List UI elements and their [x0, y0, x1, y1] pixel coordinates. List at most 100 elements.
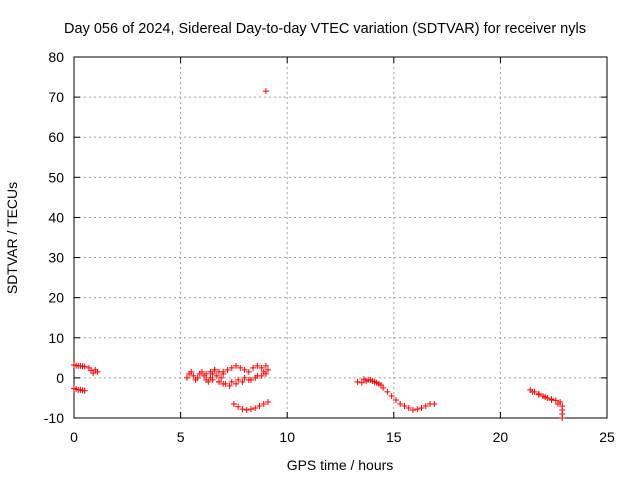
data-point: [233, 380, 240, 387]
y-tick-label: 60: [48, 129, 64, 145]
data-point: [258, 364, 265, 371]
data-point: [239, 406, 246, 413]
data-point: [239, 378, 246, 385]
data-point: [378, 382, 385, 389]
series-arc-4b: [529, 388, 561, 407]
data-point: [254, 362, 261, 369]
data-point: [365, 376, 372, 383]
data-point: [218, 374, 225, 381]
data-points: [71, 88, 566, 421]
y-tick-label: 80: [48, 49, 64, 65]
data-point: [220, 370, 227, 377]
data-point: [405, 404, 412, 411]
y-tick-label: 50: [48, 169, 64, 185]
series-arc-2d: [220, 370, 269, 389]
data-point: [401, 402, 408, 409]
data-point: [213, 372, 220, 379]
data-point: [265, 366, 272, 373]
data-point: [207, 368, 214, 375]
series-arc-2b: [203, 362, 269, 377]
data-point: [235, 376, 242, 383]
data-point: [354, 378, 361, 385]
data-point: [422, 402, 429, 409]
series-arc-1a: [71, 362, 88, 370]
data-point: [203, 370, 210, 377]
data-point: [535, 391, 542, 398]
y-tick-label: 0: [56, 370, 64, 386]
y-tick-label: -10: [44, 410, 64, 426]
data-point: [265, 398, 272, 405]
data-point: [233, 362, 240, 369]
data-point: [554, 400, 561, 407]
data-point: [188, 368, 195, 375]
data-point: [81, 363, 88, 370]
data-point: [90, 370, 97, 377]
chart-title: Day 056 of 2024, Sidereal Day-to-day VTE…: [64, 21, 586, 37]
data-point: [262, 88, 269, 95]
data-point: [358, 379, 365, 386]
data-point: [559, 415, 566, 421]
data-point: [548, 396, 555, 403]
series-arc-2e: [230, 398, 272, 413]
data-point: [209, 376, 216, 383]
data-point: [237, 364, 244, 371]
data-point: [397, 400, 404, 407]
data-point: [414, 406, 421, 413]
data-point: [256, 402, 263, 409]
ticks: 0 5 10 15 20 25 -10 0 10 20 30 40 50 60 70 80: [44, 49, 615, 445]
data-point: [94, 368, 101, 375]
data-point: [198, 368, 205, 375]
data-point: [81, 387, 88, 394]
data-point: [529, 388, 536, 395]
data-point: [258, 372, 265, 379]
data-point: [542, 394, 549, 401]
series-arc-3b: [360, 376, 385, 389]
data-point: [384, 388, 391, 395]
data-point: [215, 378, 222, 385]
data-point: [228, 364, 235, 371]
x-tick-label: 25: [599, 429, 615, 445]
x-axis-label: GPS time / hours: [287, 457, 394, 473]
data-point: [205, 378, 212, 385]
data-point: [373, 379, 380, 386]
data-point: [194, 374, 201, 381]
data-point: [241, 374, 248, 381]
x-tick-label: 5: [177, 429, 185, 445]
data-point: [215, 368, 222, 375]
plot-frame: [73, 56, 608, 419]
series-outlier: [262, 88, 269, 95]
x-tick-label: 10: [279, 429, 295, 445]
data-point: [252, 374, 259, 381]
data-point: [250, 364, 257, 371]
x-tick-label: 15: [386, 429, 402, 445]
y-axis-label: SDTVAR / TECUs: [4, 182, 20, 294]
data-point: [243, 406, 250, 413]
y-tick-label: 30: [48, 250, 64, 266]
series-arc-1c: [85, 364, 101, 377]
data-point: [241, 366, 248, 373]
data-point: [369, 378, 376, 385]
data-point: [247, 406, 254, 413]
data-point: [392, 396, 399, 403]
y-tick-label: 10: [48, 330, 64, 346]
data-point: [260, 400, 267, 407]
data-point: [190, 372, 197, 379]
data-point: [431, 400, 438, 407]
y-tick-label: 20: [48, 290, 64, 306]
data-point: [230, 400, 237, 407]
data-point: [252, 404, 259, 411]
x-tick-label: 0: [70, 429, 78, 445]
data-point: [245, 376, 252, 383]
y-tick-label: 40: [48, 209, 64, 225]
data-point: [220, 380, 227, 387]
data-point: [418, 404, 425, 411]
data-point: [388, 392, 395, 399]
x-tick-label: 20: [493, 429, 509, 445]
series-arc-1b: [71, 385, 88, 394]
data-point: [224, 366, 231, 373]
data-point: [183, 374, 190, 381]
data-point: [211, 366, 218, 373]
y-tick-label: 70: [48, 89, 64, 105]
data-point: [409, 406, 416, 413]
